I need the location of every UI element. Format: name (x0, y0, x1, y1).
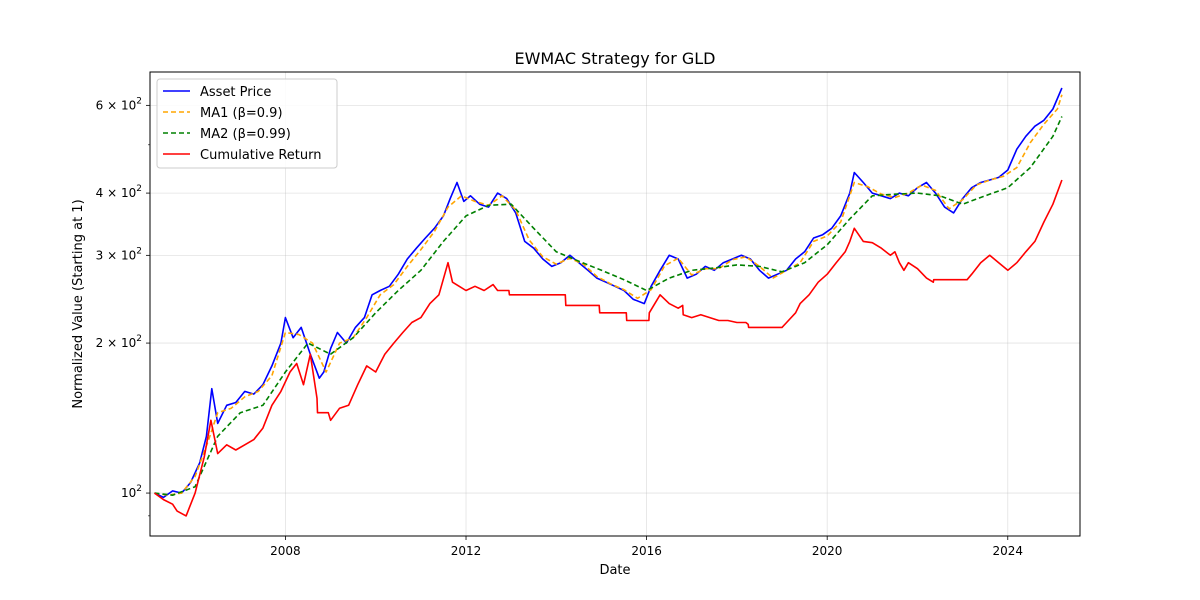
y-tick-label: 4 × 102 (96, 184, 142, 200)
legend-label-cumulative-return: Cumulative Return (200, 148, 321, 163)
legend-label-ma2: MA2 (β=0.99) (200, 127, 291, 142)
plot-frame (149, 71, 1081, 537)
legend: Asset Price MA1 (β=0.9) MA2 (β=0.99) Cumula… (156, 78, 338, 169)
x-tick-label: 2012 (451, 544, 482, 558)
series-line-ma2 (154, 116, 1063, 496)
y-tick-label-multiplier: 6 × (96, 98, 121, 112)
y-tick-label-exponent: 2 (136, 184, 142, 194)
y-tick-label-exponent: 2 (136, 246, 142, 256)
y-tick-label-base: 10 (121, 186, 136, 200)
y-tick-label-exponent: 2 (136, 96, 142, 106)
y-tick-label: 6 × 102 (96, 96, 142, 112)
y-tick-label-base: 10 (121, 486, 136, 500)
legend-label-asset-price: Asset Price (200, 85, 271, 100)
series-layer (154, 87, 1063, 517)
y-tick-label-exponent: 2 (136, 334, 142, 344)
y-tick-label-multiplier: 2 × (96, 336, 121, 350)
y-tick-label: 3 × 102 (96, 246, 142, 262)
series-line-ma1 (154, 94, 1063, 496)
y-axis-label: Normalized Value (Starting at 1) (71, 199, 86, 408)
y-tick-label: 2 × 102 (96, 334, 142, 350)
y-tick-label: 102 (121, 484, 142, 500)
x-tick-label: 2024 (992, 544, 1023, 558)
grid-layer (150, 72, 1080, 536)
y-tick-label-base: 10 (121, 98, 136, 112)
y-tick-label-base: 10 (121, 248, 136, 262)
legend-items: Asset Price MA1 (β=0.9) MA2 (β=0.99) Cumula… (163, 85, 321, 163)
legend-label-ma1: MA1 (β=0.9) (200, 106, 283, 121)
legend-box (156, 78, 338, 169)
y-tick-label-multiplier: 4 × (96, 186, 121, 200)
y-tick-label-multiplier: 3 × (96, 248, 121, 262)
x-tick-label: 2016 (631, 544, 662, 558)
x-tick-label: 2020 (812, 544, 843, 558)
y-tick-label-base: 10 (121, 336, 136, 350)
chart-title: EWMAC Strategy for GLD (514, 49, 715, 68)
x-tick-label: 2008 (270, 544, 301, 558)
y-tick-label-exponent: 2 (136, 484, 142, 494)
series-line-cumulative-return (154, 179, 1063, 517)
x-axis-label: Date (599, 563, 630, 578)
